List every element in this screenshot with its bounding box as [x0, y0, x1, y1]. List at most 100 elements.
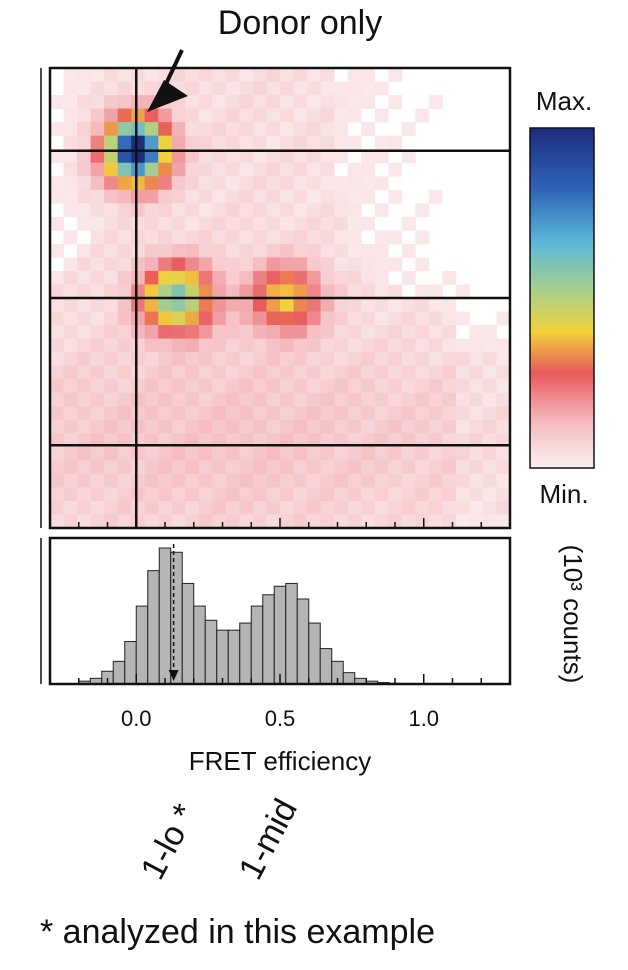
heatmap-cell	[90, 419, 105, 434]
heatmap-cell	[252, 257, 267, 272]
heatmap-cell	[293, 473, 308, 488]
heatmap-cell	[198, 68, 213, 82]
heatmap-cell	[212, 203, 227, 218]
heatmap-cell	[198, 514, 213, 529]
histogram-bar	[285, 582, 298, 685]
heatmap-cell	[63, 203, 78, 218]
heatmap-cell	[131, 433, 146, 448]
heatmap-cell	[347, 352, 362, 367]
heatmap-cell	[347, 460, 362, 475]
heatmap-cell	[90, 433, 105, 448]
heatmap-cell	[347, 379, 362, 394]
heatmap-cell	[158, 298, 173, 312]
heatmap-cell	[225, 325, 240, 339]
histogram-bar	[262, 594, 275, 685]
heatmap-cell	[361, 81, 376, 96]
heatmap-cell	[334, 325, 349, 339]
heatmap-cell	[104, 216, 119, 231]
heatmap-cell	[185, 162, 200, 177]
heatmap-cell	[361, 68, 376, 82]
heatmap-cell	[293, 446, 308, 461]
heatmap-cell	[334, 298, 349, 312]
heatmap-cell	[90, 243, 105, 258]
heatmap-cell	[104, 176, 119, 191]
heatmap-cell	[171, 446, 186, 461]
heatmap-cell	[482, 460, 497, 475]
heatmap-cell	[307, 487, 321, 502]
heatmap-cell	[158, 365, 173, 380]
heatmap-cell	[239, 176, 254, 191]
heatmap-cell	[266, 487, 281, 502]
heatmap-cell	[158, 176, 173, 191]
heatmap-cell	[50, 460, 64, 475]
heatmap-cell	[225, 514, 240, 529]
heatmap-cell	[185, 298, 200, 312]
heatmap-cell	[90, 108, 105, 123]
heatmap-cell	[280, 122, 294, 137]
heatmap-cell	[212, 460, 227, 475]
heatmap-cell	[455, 473, 470, 488]
heatmap-cell	[158, 473, 173, 488]
heatmap-cell	[388, 135, 403, 150]
heatmap-cell	[131, 352, 146, 367]
heatmap-cell	[252, 365, 267, 380]
heatmap-cell	[307, 284, 321, 299]
heatmap-cell	[185, 95, 200, 109]
heatmap-cell	[171, 433, 186, 448]
heatmap-cell	[293, 270, 308, 285]
heatmap-cell	[388, 162, 403, 177]
heatmap-cell	[334, 284, 349, 299]
histogram-marker-arrowhead	[168, 670, 179, 681]
heatmap-cell	[428, 406, 443, 421]
heatmap-cell	[50, 149, 64, 164]
heatmap-cell	[212, 311, 227, 326]
heatmap-cell	[455, 406, 470, 421]
heatmap-cell	[307, 270, 321, 285]
heatmap-cell	[104, 162, 119, 177]
heatmap-cell	[63, 298, 78, 312]
heatmap-cell	[252, 108, 267, 123]
heatmap-cell	[185, 514, 200, 529]
heatmap-cell	[361, 379, 376, 394]
heatmap-cell	[252, 460, 267, 475]
heatmap-cell	[334, 149, 349, 164]
heatmap-cell	[212, 135, 227, 150]
heatmap-cell	[252, 473, 267, 488]
heatmap-cell	[361, 311, 376, 326]
heatmap-cell	[347, 176, 362, 191]
heatmap-cell	[198, 230, 213, 245]
heatmap-cell	[117, 135, 132, 150]
heatmap-cell	[266, 68, 281, 82]
heatmap-cell	[307, 216, 321, 231]
heatmap-cell	[144, 270, 159, 285]
heatmap-cell	[104, 122, 119, 137]
heatmap-cell	[415, 352, 430, 367]
heatmap-cell	[239, 352, 254, 367]
heatmap-cell	[266, 149, 281, 164]
heatmap-cell	[50, 352, 64, 367]
heatmap-cell	[307, 230, 321, 245]
heatmap-cell	[320, 473, 335, 488]
heatmap-cell	[77, 311, 91, 326]
heatmap-cell	[104, 135, 119, 150]
heatmap-cell	[374, 108, 389, 123]
heatmap-cell	[482, 365, 497, 380]
heatmap-cell	[225, 284, 240, 299]
heatmap-cell	[361, 446, 376, 461]
heatmap-cell	[374, 392, 389, 407]
heatmap-cell	[307, 514, 321, 529]
heatmap-cell	[469, 406, 484, 421]
heatmap-cell	[293, 365, 308, 380]
heatmap-cell	[90, 298, 105, 312]
histogram-bar	[296, 598, 310, 685]
heatmap-cell	[90, 135, 105, 150]
heatmap-cell	[104, 270, 119, 285]
heatmap-cell	[171, 298, 186, 312]
heatmap-cell	[266, 270, 281, 285]
heatmap-cell	[198, 81, 213, 96]
heatmap-cell	[50, 325, 64, 339]
heatmap-cell	[496, 338, 511, 353]
heatmap-cell	[171, 162, 186, 177]
heatmap-cell	[293, 298, 308, 312]
heatmap-cell	[63, 500, 78, 515]
